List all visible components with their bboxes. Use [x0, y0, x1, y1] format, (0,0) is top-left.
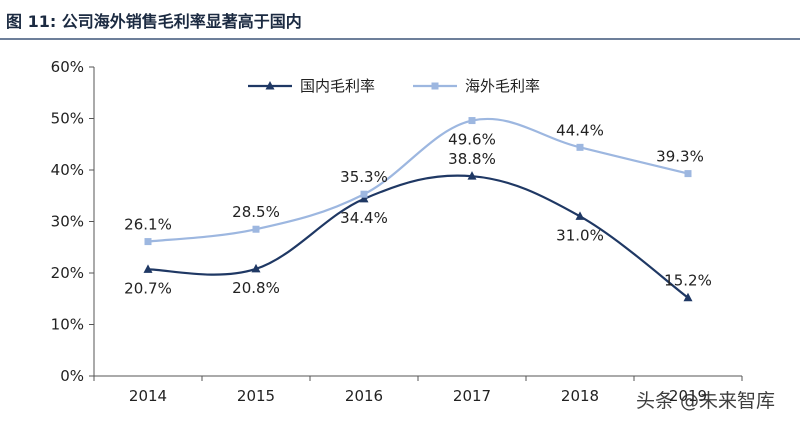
y-tick-label: 0% [60, 367, 84, 385]
data-point-triangle [683, 292, 693, 302]
y-tick-label: 50% [51, 110, 84, 128]
data-label: 26.1% [124, 216, 172, 234]
x-tick-label: 2017 [453, 387, 491, 405]
data-label: 20.8% [232, 279, 280, 297]
y-tick-label: 60% [51, 58, 84, 76]
data-label: 49.6% [448, 131, 496, 149]
legend-marker-square [431, 82, 439, 90]
data-label: 39.3% [656, 148, 704, 166]
data-point-triangle [143, 264, 153, 273]
figure-header: 图 11: 公司海外销售毛利率显著高于国内 [0, 0, 800, 40]
legend-marker-triangle [265, 81, 275, 90]
watermark: 头条 @未来智库 [636, 390, 776, 412]
data-label: 31.0% [556, 226, 604, 244]
data-label: 28.5% [232, 203, 280, 221]
data-point-square [144, 238, 152, 246]
data-point-square [576, 143, 584, 151]
data-label: 35.3% [340, 168, 388, 186]
series-line-1 [147, 174, 689, 299]
data-point-triangle [251, 263, 261, 273]
x-tick-label: 2019 [669, 387, 707, 405]
data-point-square [468, 117, 476, 125]
data-label: 15.2% [664, 272, 712, 290]
legend-label: 海外毛利率 [465, 77, 540, 95]
y-tick-label: 20% [51, 264, 84, 282]
data-point-square [684, 170, 692, 178]
title-rule [0, 38, 800, 40]
y-tick-label: 40% [51, 161, 84, 179]
y-tick-label: 10% [51, 316, 84, 334]
y-tick-label: 30% [51, 213, 84, 231]
data-label: 44.4% [556, 121, 604, 139]
series-line-2 [147, 117, 689, 243]
x-tick-label: 2016 [345, 387, 383, 405]
legend-label: 国内毛利率 [300, 77, 375, 95]
figure-title: 图 11: 公司海外销售毛利率显著高于国内 [6, 12, 302, 31]
data-point-triangle [467, 171, 477, 180]
data-point-triangle [575, 211, 585, 220]
data-label: 20.7% [124, 279, 172, 297]
data-label: 38.8% [448, 150, 496, 168]
x-tick-label: 2015 [237, 387, 275, 405]
data-point-square [252, 225, 260, 233]
data-label: 34.4% [340, 209, 388, 227]
data-point-triangle [359, 193, 369, 203]
x-tick-label: 2014 [129, 387, 167, 405]
data-point-square [360, 190, 368, 198]
x-tick-label: 2018 [561, 387, 599, 405]
